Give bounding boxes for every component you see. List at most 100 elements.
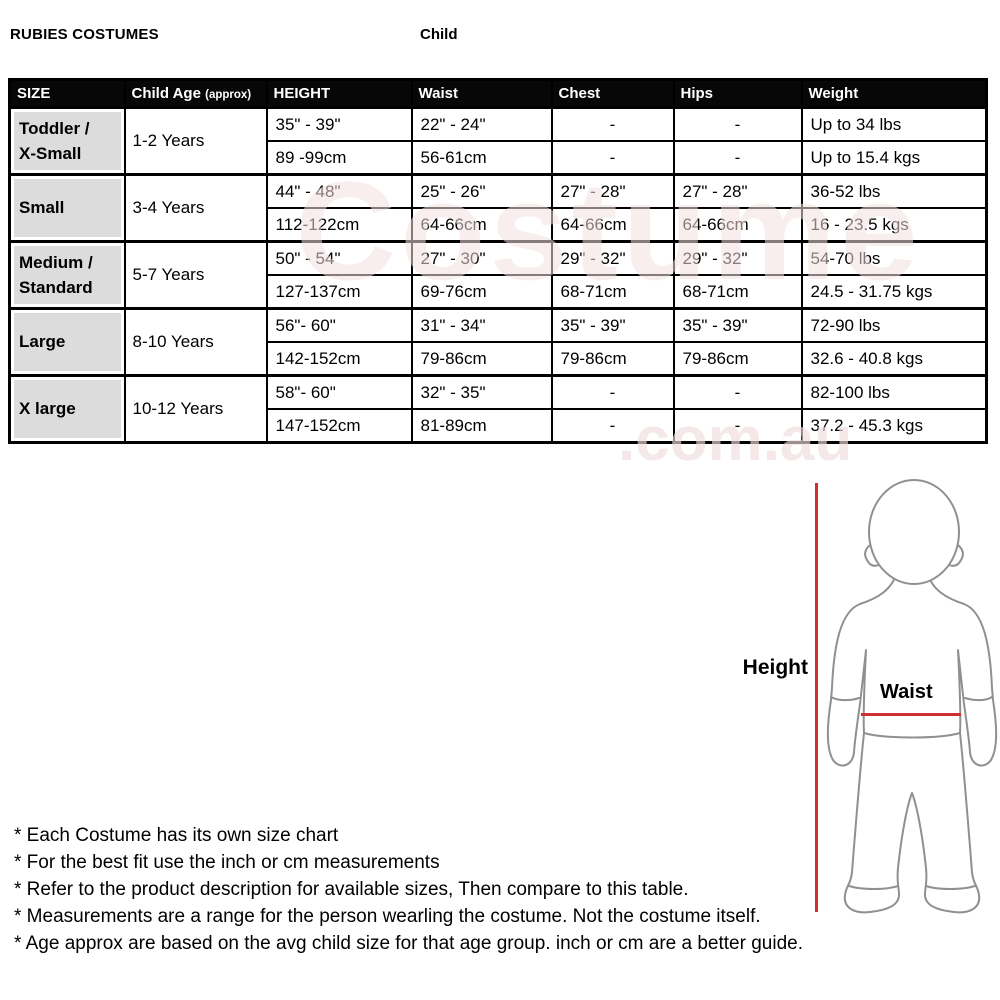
age-header-main: Child Age (131, 85, 201, 102)
height-label: Height (742, 656, 808, 679)
size-label-line1: Small (19, 198, 65, 218)
column-header-weight: Weight (800, 78, 988, 109)
waist-cm-cell: 56-61cm (410, 140, 553, 176)
age-cell: 8-10 Years (123, 307, 268, 377)
weight-cm-cell: 37.2 - 45.3 kgs (800, 408, 988, 444)
size-cell: X large (8, 374, 126, 444)
height-inches-cell: 44" - 48" (265, 173, 413, 209)
column-header-size: SIZE (8, 78, 126, 109)
size-label-line1: Toddler / (19, 118, 90, 138)
waist-inches-cell: 27" - 30" (410, 240, 553, 276)
column-header-waist: Waist (410, 78, 553, 109)
age-cell: 3-4 Years (123, 173, 268, 243)
chest-cm-cell: 68-71cm (550, 274, 675, 310)
table-row-inches: X large 10-12 Years 58"- 60" 32" - 35" -… (8, 374, 988, 444)
weight-inches-cell: Up to 34 lbs (800, 106, 988, 142)
chest-cm-cell: - (550, 408, 675, 444)
waist-inches-cell: 31" - 34" (410, 307, 553, 343)
waist-cm-cell: 79-86cm (410, 341, 553, 377)
table-row-inches: Small 3-4 Years 44" - 48" 25" - 26" 27" … (8, 173, 988, 243)
column-header-age: Child Age (approx) (123, 78, 268, 109)
height-cm-cell: 112-122cm (265, 207, 413, 243)
waist-inches-cell: 25" - 26" (410, 173, 553, 209)
chest-cm-cell: 64-66cm (550, 207, 675, 243)
hips-cm-cell: - (672, 408, 803, 444)
table-row-cm: 112-122cm 64-66cm 64-66cm 64-66cm 16 - 2… (10, 207, 988, 243)
child-left-ear (864, 544, 880, 567)
child-right-cuff-line (964, 696, 993, 702)
height-inches-cell: 50" - 54" (265, 240, 413, 276)
hips-cm-cell: 68-71cm (672, 274, 803, 310)
height-cm-cell: 147-152cm (265, 408, 413, 444)
column-header-hips: Hips (672, 78, 803, 109)
brand-title: RUBIES COSTUMES (10, 26, 159, 43)
footnote-line: * Refer to the product description for a… (14, 879, 689, 900)
hips-inches-cell: 27" - 28" (672, 173, 803, 209)
height-cm-cell: 127-137cm (265, 274, 413, 310)
age-cell: 1-2 Years (123, 106, 268, 176)
weight-inches-cell: 36-52 lbs (800, 173, 988, 209)
weight-cm-cell: 32.6 - 40.8 kgs (800, 341, 988, 377)
child-left-cuff-line (830, 696, 860, 702)
size-cell: Large (8, 307, 126, 377)
hips-inches-cell: - (672, 106, 803, 142)
height-inches-cell: 35" - 39" (265, 106, 413, 142)
hips-inches-cell: 35" - 39" (672, 307, 803, 343)
waist-cm-cell: 69-76cm (410, 274, 553, 310)
age-cell: 10-12 Years (123, 374, 268, 444)
hips-cm-cell: - (672, 140, 803, 176)
child-left-ankle-line (848, 885, 899, 890)
footnotes: * Each Costume has its own size chart * … (14, 822, 803, 957)
hips-cm-cell: 64-66cm (672, 207, 803, 243)
table-row-inches: Medium / Standard 5-7 Years 50" - 54" 27"… (8, 240, 988, 310)
weight-cm-cell: 16 - 23.5 kgs (800, 207, 988, 243)
chest-cm-cell: 79-86cm (550, 341, 675, 377)
size-label-line1: Medium / (19, 252, 93, 272)
size-label-line1: X large (19, 399, 76, 419)
age-header-suffix: (approx) (205, 89, 252, 101)
waist-inches-cell: 22" - 24" (410, 106, 553, 142)
table-row-cm: 89 -99cm 56-61cm - - Up to 15.4 kgs (10, 140, 988, 176)
age-cell: 5-7 Years (123, 240, 268, 310)
size-label-line1: Large (19, 332, 66, 352)
chest-inches-cell: 27" - 28" (550, 173, 675, 209)
child-right-ear (948, 544, 964, 567)
size-label-line2: Standard (19, 278, 93, 297)
table-header-row: SIZE Child Age (approx) HEIGHT Waist Che… (8, 78, 988, 109)
weight-inches-cell: 54-70 lbs (800, 240, 988, 276)
chest-cm-cell: - (550, 140, 675, 176)
size-cell: Small (8, 173, 126, 243)
column-header-height: HEIGHT (265, 78, 413, 109)
child-shirt-hem-line (863, 732, 961, 739)
chest-inches-cell: - (550, 106, 675, 142)
category-title: Child (420, 26, 458, 43)
weight-cm-cell: Up to 15.4 kgs (800, 140, 988, 176)
child-figure-illustration (826, 479, 998, 914)
child-body-outline (826, 571, 998, 914)
footnote-line: * Measurements are a range for the perso… (14, 906, 761, 927)
hips-inches-cell: 29" - 32" (672, 240, 803, 276)
height-measure-line (815, 483, 818, 912)
chest-inches-cell: 29" - 32" (550, 240, 675, 276)
table-row-cm: 142-152cm 79-86cm 79-86cm 79-86cm 32.6 -… (10, 341, 988, 377)
table-row-inches: Toddler / X-Small 1-2 Years 35" - 39" 22"… (8, 106, 988, 176)
child-head (868, 479, 960, 585)
table-row-cm: 127-137cm 69-76cm 68-71cm 68-71cm 24.5 -… (10, 274, 988, 310)
waist-measure-line (861, 713, 961, 716)
weight-cm-cell: 24.5 - 31.75 kgs (800, 274, 988, 310)
size-chart-table: SIZE Child Age (approx) HEIGHT Waist Che… (8, 78, 988, 444)
height-cm-cell: 142-152cm (265, 341, 413, 377)
footnote-line: * Each Costume has its own size chart (14, 825, 339, 846)
column-header-chest: Chest (550, 78, 675, 109)
footnote-line: * Age approx are based on the avg child … (14, 933, 803, 954)
chest-inches-cell: - (550, 374, 675, 410)
waist-cm-cell: 81-89cm (410, 408, 553, 444)
child-right-ankle-line (925, 885, 976, 890)
size-label-line2: X-Small (19, 144, 82, 163)
weight-inches-cell: 72-90 lbs (800, 307, 988, 343)
weight-inches-cell: 82-100 lbs (800, 374, 988, 410)
height-cm-cell: 89 -99cm (265, 140, 413, 176)
hips-inches-cell: - (672, 374, 803, 410)
height-inches-cell: 56"- 60" (265, 307, 413, 343)
size-cell: Toddler / X-Small (8, 106, 126, 176)
